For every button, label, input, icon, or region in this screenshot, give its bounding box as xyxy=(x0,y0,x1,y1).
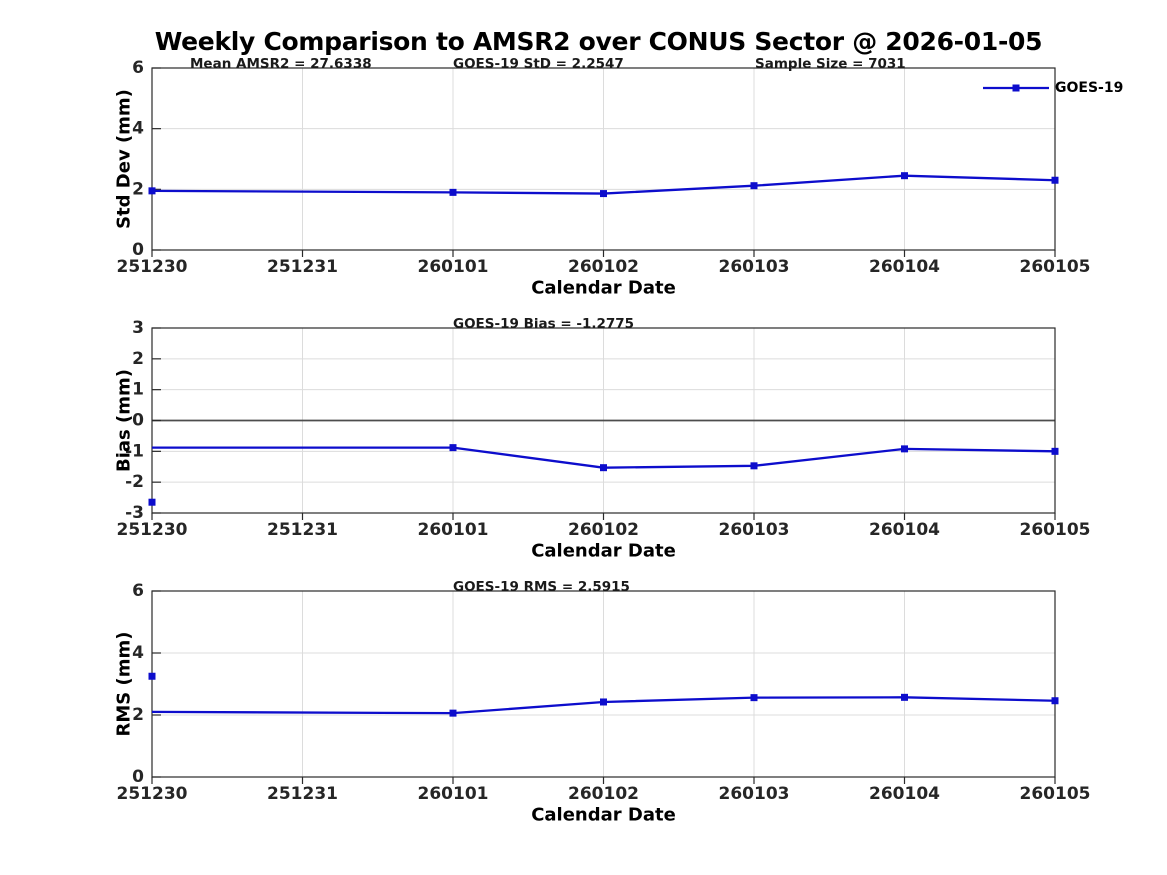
x-tick-label: 260103 xyxy=(719,784,790,804)
y-tick-label: 4 xyxy=(132,119,144,139)
x-tick-label: 260101 xyxy=(418,784,489,804)
y-tick-label: 0 xyxy=(132,767,144,787)
y-tick-label: -3 xyxy=(125,503,144,523)
data-point-marker xyxy=(901,172,908,180)
x-tick-label: 251230 xyxy=(117,784,188,804)
data-point-marker xyxy=(750,694,758,702)
y-tick-label: 6 xyxy=(132,581,144,601)
data-point-marker xyxy=(901,693,908,701)
x-tick-label: 260102 xyxy=(568,257,639,277)
panel-annotation: GOES-19 Bias = -1.2775 xyxy=(453,316,634,332)
x-tick-label: 260105 xyxy=(1020,520,1091,540)
legend-label: GOES-19 xyxy=(1055,80,1123,96)
x-tick-label: 260101 xyxy=(418,520,489,540)
y-tick-label: 3 xyxy=(132,318,144,338)
data-point-marker xyxy=(1051,697,1059,705)
y-tick-label: 0 xyxy=(132,411,144,431)
y-axis-label: RMS (mm) xyxy=(114,632,135,737)
panel-annotation: Sample Size = 7031 xyxy=(755,56,906,72)
x-tick-label: 260103 xyxy=(719,257,790,277)
panel-annotation: GOES-19 StD = 2.2547 xyxy=(453,56,624,72)
isolated-data-point xyxy=(148,672,156,680)
x-tick-label: 260104 xyxy=(869,520,940,540)
chart-title: Weekly Comparison to AMSR2 over CONUS Se… xyxy=(154,27,1043,56)
data-point-marker xyxy=(600,464,607,472)
x-tick-label: 260103 xyxy=(719,520,790,540)
data-point-marker xyxy=(449,188,457,196)
data-point-marker xyxy=(148,187,156,195)
y-axis-label: Bias (mm) xyxy=(114,369,135,472)
x-tick-label: 251230 xyxy=(117,257,188,277)
y-tick-label: 4 xyxy=(132,643,144,663)
x-tick-label: 260102 xyxy=(568,784,639,804)
y-tick-label: 2 xyxy=(132,179,144,199)
data-point-marker xyxy=(901,445,908,453)
y-tick-label: -1 xyxy=(125,441,144,461)
x-tick-label: 260101 xyxy=(418,257,489,277)
x-tick-label: 251231 xyxy=(267,784,338,804)
x-axis-label: Calendar Date xyxy=(531,805,676,826)
data-line xyxy=(151,174,1056,195)
y-tick-label: 2 xyxy=(132,349,144,369)
x-tick-label: 260104 xyxy=(869,784,940,804)
legend-marker xyxy=(1012,84,1020,92)
y-tick-label: 1 xyxy=(132,380,144,400)
x-tick-label: 260102 xyxy=(568,520,639,540)
isolated-data-point xyxy=(148,498,156,506)
y-tick-label: 6 xyxy=(132,58,144,78)
data-point-marker xyxy=(1051,176,1059,184)
x-tick-label: 251231 xyxy=(267,520,338,540)
data-line xyxy=(152,446,1056,469)
data-point-marker xyxy=(750,182,758,190)
x-tick-label: 251231 xyxy=(267,257,338,277)
x-tick-label: 260105 xyxy=(1020,784,1091,804)
data-point-marker xyxy=(750,462,758,470)
y-axis-label: Std Dev (mm) xyxy=(114,89,135,229)
x-tick-label: 251230 xyxy=(117,520,188,540)
data-point-marker xyxy=(449,709,457,717)
x-axis-label: Calendar Date xyxy=(531,541,676,562)
x-tick-label: 260104 xyxy=(869,257,940,277)
data-point-marker xyxy=(449,444,457,452)
data-line xyxy=(151,696,1056,715)
x-axis-label: Calendar Date xyxy=(531,278,676,299)
x-tick-label: 260105 xyxy=(1020,257,1091,277)
data-point-marker xyxy=(600,698,607,706)
y-tick-label: -2 xyxy=(125,472,144,492)
y-tick-label: 0 xyxy=(132,240,144,260)
panel-annotation: GOES-19 RMS = 2.5915 xyxy=(453,579,630,595)
y-tick-label: 2 xyxy=(132,705,144,725)
data-point-marker xyxy=(600,190,607,198)
data-point-marker xyxy=(1051,447,1059,455)
panel-annotation: Mean AMSR2 = 27.6338 xyxy=(190,56,372,72)
